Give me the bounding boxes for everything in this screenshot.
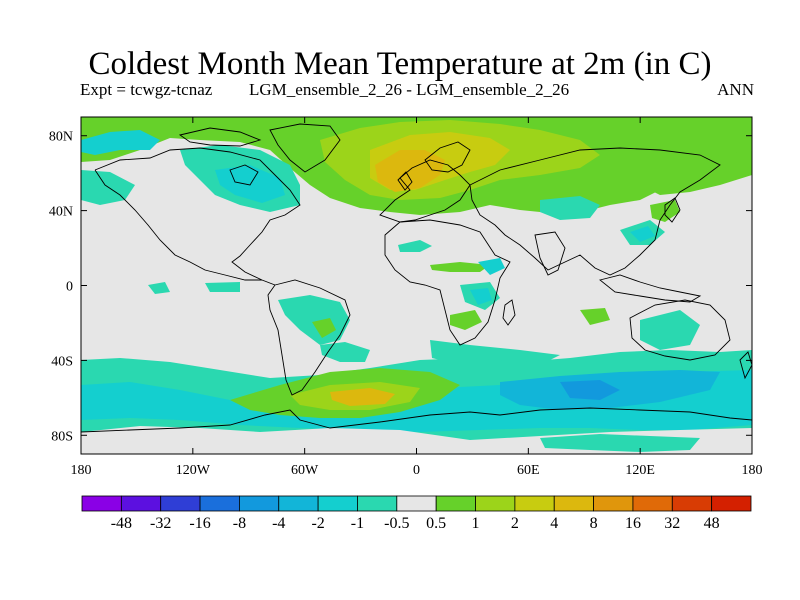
colorbar-swatch <box>671 495 713 512</box>
field-region-canada-cooler <box>215 165 285 203</box>
colorbar-swatch <box>160 495 201 512</box>
field-region-pacific-equator <box>148 282 170 294</box>
coastline-scandinavia <box>424 141 471 173</box>
longitude-ticks: 180 120W 60W 0 60E 120E 180 <box>71 117 763 478</box>
coastline-japan <box>664 197 681 223</box>
lat-tick-label: 80N <box>49 130 73 145</box>
colorbar-label: 8 <box>590 515 598 532</box>
colorbar-label: 16 <box>625 515 641 532</box>
field-region-east-asia-cooler <box>630 226 655 242</box>
field-region-southern-ocean-xl <box>560 380 620 400</box>
coastline-australia <box>629 299 731 361</box>
colorbar-swatch <box>475 495 516 512</box>
latitude-ticks: 80N 40N 0 40S 80S <box>49 130 752 444</box>
field-region-npacific-east <box>640 150 752 195</box>
field-region-southern-africa <box>450 310 482 330</box>
lat-tick-label: 0 <box>66 280 73 295</box>
lon-tick-label: 60W <box>291 463 319 478</box>
field-region-indian-ocean <box>640 310 700 350</box>
lat-tick-label: 80S <box>51 429 73 444</box>
coastline-europe <box>379 159 471 223</box>
lon-tick-label: 180 <box>742 463 763 478</box>
field-region-sahara <box>430 262 490 272</box>
plot-title: Coldest Month Mean Temperature at 2m (in… <box>88 46 712 82</box>
colorbar-swatch <box>357 495 398 512</box>
colorbar-swatch <box>435 495 476 512</box>
coastline-africa <box>384 219 511 346</box>
field-region-weddell-hot <box>330 388 395 406</box>
lon-tick-label: 0 <box>413 463 420 478</box>
lat-tick-label: 40S <box>51 354 73 369</box>
lon-tick-label: 120E <box>625 463 655 478</box>
colorbar-swatch <box>81 495 122 512</box>
colorbar-label: -32 <box>150 515 171 532</box>
colorbar-label: -8 <box>233 515 246 532</box>
experiment-label: Expt = tcwgz-tcnaz <box>80 80 213 99</box>
colorbar-label: 32 <box>664 515 680 532</box>
lon-tick-label: 60E <box>517 463 540 478</box>
colorbar: -48 -32 -16 -8 -4 -2 -1 -0.5 0.5 1 2 4 8 16 32 48 <box>81 495 752 532</box>
colorbar-swatch <box>120 495 162 512</box>
colorbar-swatch <box>514 495 555 512</box>
lon-tick-label: 180 <box>71 463 92 478</box>
colorbar-label: -1 <box>351 515 364 532</box>
lat-tick-label: 40N <box>49 205 73 220</box>
field-region-south-america <box>278 295 350 345</box>
field-region-europe-hot <box>375 150 445 192</box>
colorbar-label: -48 <box>111 515 132 532</box>
field-region-south-america-core <box>312 318 336 338</box>
coastline-asia <box>469 147 721 276</box>
coastline-se-asia-islands <box>599 274 702 303</box>
field-region-horn-africa <box>478 258 505 275</box>
coastline-india <box>534 231 566 276</box>
coastline-south-america <box>267 279 351 396</box>
coastline-arctic-islands <box>178 127 262 147</box>
colorbar-label: 0.5 <box>426 515 446 532</box>
colorbar-swatch <box>199 495 240 512</box>
colorbar-swatch <box>632 495 673 512</box>
colorbar-label: 4 <box>550 515 558 532</box>
colorbar-label: 1 <box>472 515 480 532</box>
colorbar-swatch <box>711 495 752 512</box>
field-region-se-pacific <box>320 342 370 362</box>
comparison-label: LGM_ensemble_2_26 - LGM_ensemble_2_26 <box>249 80 570 99</box>
coastline-antarctica <box>81 407 752 433</box>
colorbar-swatch <box>553 495 594 512</box>
colorbar-label: -4 <box>272 515 285 532</box>
coastline-north-america <box>94 147 301 286</box>
field-region-mid-atlantic <box>398 240 432 252</box>
coastline-new-zealand <box>739 351 752 380</box>
coastline-north-america-west <box>94 169 262 281</box>
coastline-madagascar <box>502 299 516 326</box>
colorbar-swatch <box>278 495 319 512</box>
colorbar-label: -16 <box>189 515 210 532</box>
colorbar-swatch <box>396 495 437 512</box>
field-region-antarctic-cool <box>540 434 700 452</box>
field-region-siberia-cool <box>540 196 600 220</box>
field-region-pacific-equator-2 <box>205 282 240 292</box>
coastline-greenland <box>269 123 341 173</box>
colorbar-label: -2 <box>311 515 324 532</box>
lon-tick-label: 120W <box>176 463 211 478</box>
period-label: ANN <box>717 80 754 99</box>
field-region-indian-ocean-warm <box>580 308 610 325</box>
colorbar-swatch <box>317 495 358 512</box>
coastline-uk <box>397 171 413 191</box>
colorbar-swatch <box>593 495 634 512</box>
coastline-hudson <box>229 164 259 186</box>
field-region-east-africa-core <box>470 288 492 305</box>
colorbar-label: 48 <box>704 515 720 532</box>
coastlines <box>81 123 752 433</box>
field-region-greenland-cool <box>81 130 160 155</box>
colorbar-swatch <box>239 495 280 512</box>
colorbar-label: -0.5 <box>384 515 409 532</box>
colorbar-label: 2 <box>511 515 519 532</box>
